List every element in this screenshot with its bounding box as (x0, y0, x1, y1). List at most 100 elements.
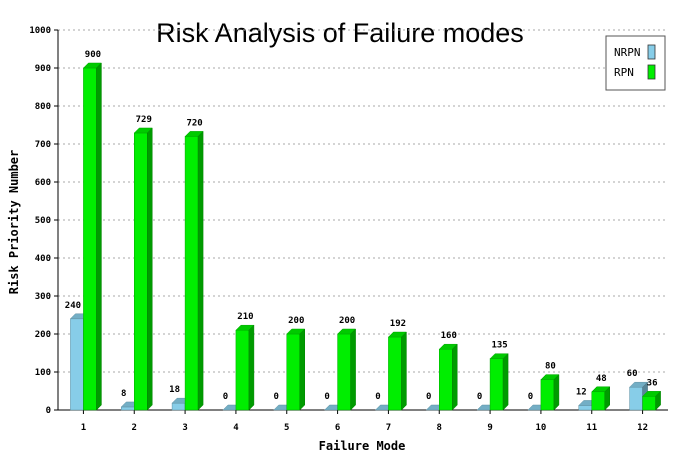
value-label: 0 (528, 392, 533, 402)
value-label: 80 (545, 362, 556, 372)
bar-front (629, 386, 643, 411)
legend-label-rpn: RPN (614, 66, 634, 79)
x-tick-label: 1 (81, 423, 86, 433)
value-label: 720 (186, 118, 202, 128)
bar-side (452, 343, 458, 411)
x-tick-label: 2 (132, 423, 137, 433)
bar-rpn-4 (235, 324, 255, 411)
bar-rpn-2 (133, 127, 153, 411)
x-tick-label: 7 (386, 423, 391, 433)
value-label: 200 (288, 316, 304, 326)
x-tick-label: 3 (182, 423, 187, 433)
x-tick-label: 6 (335, 423, 340, 433)
bar-side (350, 328, 356, 411)
bars (69, 62, 662, 411)
grid-lines (58, 29, 668, 373)
legend: NRPN RPN (605, 35, 666, 91)
bar-side (96, 62, 102, 411)
bar-rpn-7 (387, 331, 408, 411)
y-tick-label: 100 (35, 368, 51, 378)
value-label: 210 (237, 312, 253, 322)
bar-rpn-11 (591, 386, 611, 411)
bar-side (604, 386, 610, 411)
bar-front (70, 318, 84, 411)
value-label: 160 (441, 331, 457, 341)
y-tick-label: 700 (35, 140, 51, 150)
value-label: 240 (65, 301, 81, 311)
bar-side (197, 130, 204, 411)
bar-front (121, 406, 135, 411)
y-tick-label: 300 (35, 292, 51, 302)
bar-rpn-3 (184, 130, 204, 411)
x-tick-label: 10 (535, 423, 546, 433)
y-tick-label: 800 (35, 102, 51, 112)
y-tick-label: 400 (35, 254, 51, 264)
bar-front (540, 379, 555, 411)
value-label: 60 (627, 369, 638, 379)
legend-swatch-rpn (647, 64, 656, 80)
y-tick-label: 600 (35, 178, 51, 188)
axes (54, 29, 668, 414)
bar-front (439, 348, 453, 411)
value-label: 135 (491, 341, 507, 351)
bar-rpn-1 (82, 62, 103, 411)
y-tick-label: 0 (46, 406, 51, 416)
value-label: 729 (136, 115, 152, 125)
bar-rpn-12 (641, 390, 662, 411)
x-tick-label: 5 (284, 423, 289, 433)
chart-title: Risk Analysis of Failure modes (156, 18, 524, 48)
bar-front (171, 402, 186, 411)
value-label: 0 (477, 392, 482, 402)
y-tick-label: 200 (35, 330, 51, 340)
bar-rpn-8 (438, 343, 458, 411)
bar-front (591, 391, 605, 411)
value-label: 0 (324, 392, 329, 402)
value-labels: 240 900 8 729 18 720 0 210 0 200 0 200 0 192 0 160 0 135 0… (65, 50, 658, 402)
value-label: 0 (426, 392, 431, 402)
value-label: 200 (339, 316, 355, 326)
bar-front (388, 336, 402, 411)
bar-side (147, 127, 153, 411)
bar-front (134, 132, 148, 411)
bar-rpn-6 (336, 328, 357, 411)
bar-side (502, 353, 509, 411)
x-tick-label: 12 (637, 423, 648, 433)
x-tick-label: 8 (437, 423, 442, 433)
value-label: 0 (274, 392, 279, 402)
y-tick-label: 1000 (29, 26, 51, 36)
legend-box (605, 35, 666, 91)
bar-rpn-10 (540, 373, 560, 411)
value-label: 36 (647, 378, 658, 388)
y-tick-label: 900 (35, 64, 51, 74)
x-axis-label: Failure Mode (319, 439, 406, 453)
bar-front (489, 358, 504, 411)
bar-front (337, 333, 351, 411)
bar-rpn-5 (286, 328, 306, 411)
bar-rpn-9 (489, 353, 509, 411)
value-label: 48 (596, 374, 607, 384)
bar-side (299, 328, 305, 411)
value-label: 0 (375, 392, 380, 402)
bar-front (642, 396, 656, 411)
x-tick-label: 9 (487, 423, 492, 433)
value-label: 0 (223, 392, 228, 402)
bar-side (655, 390, 661, 411)
value-label: 192 (390, 319, 406, 329)
x-tick-label: 11 (586, 423, 597, 433)
y-axis-label: Risk Priority Number (7, 150, 21, 295)
bar-front (235, 329, 250, 411)
value-label: 18 (169, 385, 180, 395)
bar-front (578, 405, 592, 411)
bar-front (83, 67, 97, 411)
y-tick-label: 500 (35, 216, 51, 226)
legend-label-nrpn: NRPN (614, 46, 641, 59)
bar-side (553, 373, 560, 411)
value-label: 12 (576, 387, 587, 397)
value-label: 900 (85, 50, 101, 60)
bar-side (401, 331, 407, 411)
x-tick-label: 4 (233, 423, 239, 433)
bar-front (286, 333, 300, 411)
legend-swatch-nrpn (647, 44, 656, 60)
